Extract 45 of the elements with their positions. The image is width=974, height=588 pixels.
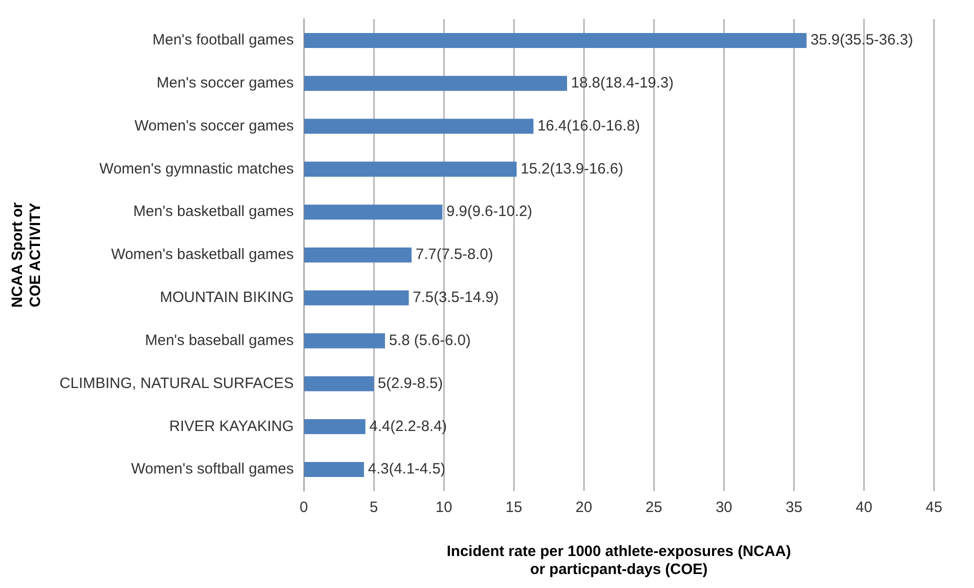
y-tick-label: Women's softball games [131, 460, 294, 478]
x-tick-label: 5 [370, 499, 378, 516]
bar [304, 162, 517, 177]
data-label: 5.8 (5.6-6.0) [388, 332, 471, 349]
bar [304, 376, 374, 392]
data-label: 15.2(13.9-16.6) [520, 160, 624, 178]
data-label: 18.8(18.4-19.3) [571, 74, 674, 92]
x-tick-label: 15 [506, 499, 522, 516]
x-tick-label: 25 [646, 499, 662, 516]
data-label: 7.5(3.5-14.9) [412, 289, 499, 306]
data-label: 7.7(7.5-8.0) [416, 246, 494, 264]
x-tick-label: 35 [786, 499, 802, 516]
y-tick-label: Men's soccer games [156, 74, 294, 92]
bar [304, 76, 568, 91]
data-label: 35.9(35.5-36.3) [810, 32, 914, 49]
data-label: 4.3(4.1-4.5) [368, 460, 446, 478]
x-tick-label: 20 [576, 499, 592, 516]
y-tick-label: MOUNTAIN BIKING [160, 289, 294, 306]
x-tick-label: 10 [435, 499, 452, 516]
x-tick-label: 30 [716, 499, 732, 516]
y-tick-label: Men's football games [152, 32, 294, 49]
y-tick-label: RIVER KAYAKING [169, 418, 294, 435]
y-tick-label: CLIMBING, NATURAL SURFACES [60, 374, 294, 392]
bar [304, 204, 442, 220]
x-tick-label: 40 [856, 499, 872, 516]
bar [304, 290, 409, 306]
x-tick-label: 45 [926, 499, 942, 516]
y-axis-title: NCAA Sport or COE ACTIVITY [9, 202, 44, 308]
x-tick-label: 0 [300, 499, 308, 516]
x-axis-title: Incident rate per 1000 athlete-exposures (NCAA) or particpant-days (COE) [446, 543, 792, 578]
bar [304, 32, 807, 48]
y-tick-label: Women's soccer games [134, 117, 294, 134]
y-tick-label: Men's basketball games [133, 203, 294, 220]
data-label: 4.4(2.2-8.4) [369, 418, 447, 435]
y-tick-label: Men's baseball games [144, 332, 294, 349]
data-label: 16.4(16.0-16.8) [537, 117, 640, 134]
bar [304, 419, 366, 434]
bar [304, 462, 364, 478]
bar [304, 333, 385, 348]
bar [304, 118, 534, 134]
data-label: 5(2.9-8.5) [378, 374, 443, 392]
y-tick-label: Women's gymnastic matches [99, 160, 294, 178]
data-label: 9.9(9.6-10.2) [446, 203, 532, 220]
y-tick-label: Women's basketball games [111, 246, 294, 264]
bar [304, 247, 412, 263]
